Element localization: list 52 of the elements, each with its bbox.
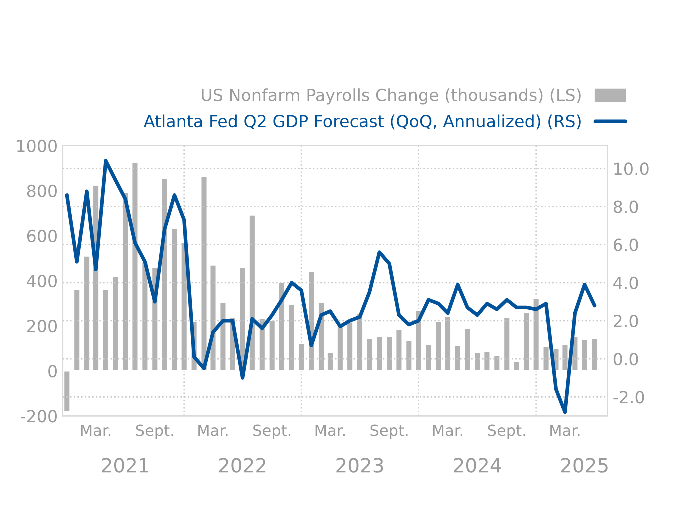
- x2-tick-label: 2024: [454, 458, 502, 473]
- bar: [424, 344, 433, 372]
- bar: [532, 298, 540, 372]
- y-tick-label: 800: [27, 184, 57, 198]
- y-tick-label: -200: [21, 410, 57, 423]
- y2-tick-label: -2.0: [614, 391, 644, 404]
- bar: [376, 336, 384, 372]
- x-tick-label: Sept.: [370, 424, 408, 440]
- bar: [63, 370, 72, 413]
- bar: [170, 228, 179, 372]
- bar: [493, 354, 502, 372]
- x2-tick-label: 2022: [219, 458, 266, 473]
- y-tick-label: 1000: [18, 140, 57, 152]
- y2-tick-label: 0.0: [614, 353, 638, 366]
- x2-tick-label: 2025: [562, 458, 608, 473]
- x-tick-label: Mar.: [433, 424, 463, 436]
- bar: [73, 288, 81, 372]
- y-tick-label: 400: [27, 274, 57, 288]
- y2-tick-label: 2.0: [614, 314, 638, 328]
- bar: [503, 316, 512, 372]
- x-tick-label: Mar.: [81, 424, 111, 436]
- y-tick-label: 600: [27, 230, 57, 243]
- y2-tick-label: 10.0: [614, 162, 649, 176]
- bar: [483, 350, 492, 372]
- bar: [219, 302, 228, 372]
- x-tick-label: Sept.: [136, 424, 174, 440]
- legend-label: US Nonfarm Payrolls Change (thousands) (LS): [202, 88, 581, 105]
- bar: [248, 214, 256, 372]
- x-tick-label: Mar.: [550, 424, 580, 436]
- bar: [395, 328, 404, 372]
- y2-tick-label: 6.0: [614, 238, 638, 252]
- x-tick-label: Sept.: [254, 424, 291, 440]
- y2-tick-label: 4.0: [614, 276, 638, 290]
- legend-label: Atlanta Fed Q2 GDP Forecast (QoQ, Annualized) (RS): [144, 114, 581, 130]
- bar: [512, 360, 521, 372]
- line-series: [65, 159, 597, 414]
- x2-tick-label: 2021: [102, 458, 149, 473]
- bar: [386, 336, 394, 372]
- bar: [522, 312, 531, 372]
- bar: [474, 352, 482, 372]
- bar: [580, 338, 589, 372]
- bar: [542, 346, 550, 372]
- x-tick-label: Mar.: [316, 424, 345, 436]
- bar: [122, 192, 130, 372]
- x-tick-label: Sept.: [488, 424, 526, 440]
- y-tick-label: 200: [28, 320, 57, 333]
- y2-tick-label: 8.0: [614, 200, 638, 214]
- y-tick-label: 0: [48, 365, 57, 378]
- bar: [405, 340, 414, 372]
- bar: [590, 338, 599, 372]
- x2-tick-label: 2023: [336, 458, 384, 473]
- x-tick-label: Mar.: [198, 424, 228, 436]
